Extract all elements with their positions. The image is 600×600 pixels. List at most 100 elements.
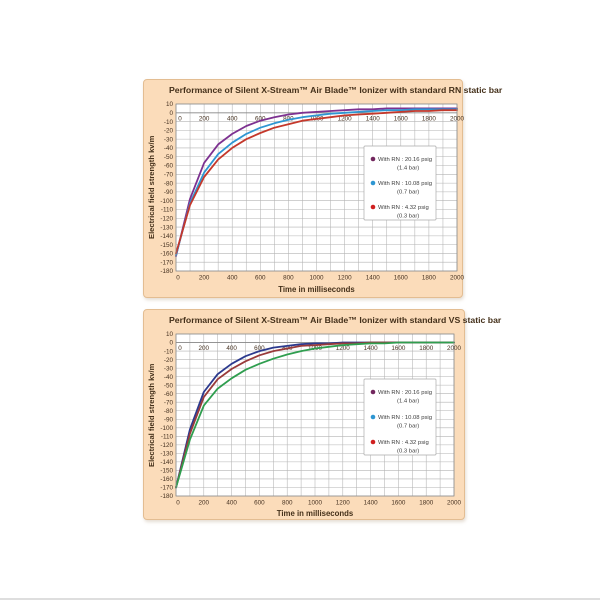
svg-text:-30: -30 <box>164 365 174 372</box>
series-line-2 <box>175 109 458 255</box>
svg-text:1400: 1400 <box>366 115 381 122</box>
svg-text:1200: 1200 <box>338 115 353 122</box>
svg-text:600: 600 <box>255 115 266 122</box>
svg-text:-160: -160 <box>160 476 173 483</box>
svg-text:-110: -110 <box>161 434 174 441</box>
legend-label-line2: (1.4 bar) <box>397 399 419 405</box>
plot-border <box>175 103 458 272</box>
y-tick-labels: 100-10-20-30-40-50-60-70-80-90-100-110-1… <box>160 101 173 275</box>
chart-title: Performance of Silent X-Stream™ Air Blad… <box>169 85 503 95</box>
svg-text:-130: -130 <box>160 451 173 458</box>
svg-text:1600: 1600 <box>394 115 409 122</box>
chart-title: Performance of Silent X-Stream™ Air Blad… <box>169 315 502 325</box>
svg-text:-20: -20 <box>164 357 174 364</box>
svg-text:-60: -60 <box>164 163 174 170</box>
svg-text:1000: 1000 <box>308 500 323 507</box>
series-line-2 <box>175 341 455 489</box>
svg-text:-40: -40 <box>164 374 174 381</box>
legend-label-line1: With RN : 4.32 psig <box>378 440 429 446</box>
svg-text:2000: 2000 <box>447 500 462 507</box>
svg-text:-30: -30 <box>164 136 174 143</box>
svg-text:1600: 1600 <box>394 275 409 282</box>
svg-text:1200: 1200 <box>336 500 351 507</box>
svg-text:200: 200 <box>199 275 210 282</box>
svg-text:-80: -80 <box>164 408 174 415</box>
legend-box <box>363 378 437 456</box>
svg-text:1600: 1600 <box>391 500 406 507</box>
svg-text:600: 600 <box>254 345 265 352</box>
svg-text:-140: -140 <box>160 233 173 240</box>
legend-marker <box>370 389 376 395</box>
svg-text:800: 800 <box>282 500 293 507</box>
x-tick-labels-below-plot: 0 200 400 600 800 1000 1200 1400 1600 1800 2000 <box>176 275 464 282</box>
svg-text:1400: 1400 <box>364 500 379 507</box>
svg-text:400: 400 <box>226 345 237 352</box>
legend: With RN : 20.16 psig (1.4 bar) With RN : 1… <box>363 145 437 221</box>
x-axis-title: Time in milliseconds <box>276 509 354 518</box>
svg-text:1600: 1600 <box>391 345 406 352</box>
svg-text:0: 0 <box>169 110 173 117</box>
svg-text:-180: -180 <box>160 493 173 500</box>
legend-marker <box>370 439 376 445</box>
svg-text:-20: -20 <box>164 128 174 135</box>
svg-text:600: 600 <box>255 275 266 282</box>
legend-label-line1: With RN : 10.08 psig <box>378 181 432 187</box>
series-line-1 <box>175 108 458 257</box>
svg-text:-170: -170 <box>160 485 173 492</box>
svg-text:-100: -100 <box>160 425 173 432</box>
svg-text:-50: -50 <box>164 382 174 389</box>
svg-text:-160: -160 <box>160 251 173 258</box>
svg-text:10: 10 <box>166 331 174 338</box>
svg-text:1800: 1800 <box>419 345 434 352</box>
chart-card-rn-static-bar: Performance of Silent X-Stream™ Air Blad… <box>143 79 503 298</box>
svg-text:-180: -180 <box>160 268 173 275</box>
svg-text:200: 200 <box>199 115 210 122</box>
svg-text:-80: -80 <box>164 180 174 187</box>
svg-text:1200: 1200 <box>338 275 353 282</box>
legend-label-line2: (0.3 bar) <box>397 449 419 455</box>
svg-text:-100: -100 <box>160 198 173 205</box>
svg-text:-110: -110 <box>161 207 174 214</box>
legend-box <box>363 145 437 221</box>
legend-marker <box>370 204 376 210</box>
svg-text:-170: -170 <box>160 259 173 266</box>
svg-text:-10: -10 <box>164 119 174 126</box>
svg-text:-70: -70 <box>164 399 174 406</box>
svg-text:1800: 1800 <box>422 115 437 122</box>
svg-text:2000: 2000 <box>450 275 464 282</box>
legend-label-line1: With RN : 20.16 psig <box>378 157 432 163</box>
y-tick-labels: 100-10-20-30-40-50-60-70-80-90-100-110-1… <box>160 331 173 500</box>
svg-text:-150: -150 <box>160 468 173 475</box>
svg-text:0: 0 <box>169 340 173 347</box>
legend-label-line1: With RN : 4.32 psig <box>378 205 429 211</box>
legend-label-line1: With RN : 20.16 psig <box>378 390 432 396</box>
svg-text:200: 200 <box>199 345 210 352</box>
svg-text:-90: -90 <box>164 416 174 423</box>
svg-text:200: 200 <box>199 500 210 507</box>
svg-text:-50: -50 <box>164 154 174 161</box>
svg-text:10: 10 <box>166 101 174 108</box>
plot-area-rn: 100-10-20-30-40-50-60-70-80-90-100-110-1… <box>160 101 464 282</box>
svg-text:-90: -90 <box>164 189 174 196</box>
svg-text:0: 0 <box>176 500 180 507</box>
bottom-divider <box>0 598 600 600</box>
x-tick-labels-below-plot: 0 200 400 600 800 1000 1200 1400 1600 1800 2000 <box>176 500 461 507</box>
svg-text:0: 0 <box>178 345 182 352</box>
legend-marker <box>370 180 376 186</box>
svg-text:400: 400 <box>226 500 237 507</box>
svg-text:600: 600 <box>254 500 265 507</box>
legend-label-line2: (1.4 bar) <box>397 166 419 172</box>
svg-text:1800: 1800 <box>419 500 434 507</box>
legend-marker <box>370 156 376 162</box>
chart-card-vs-static-bar: Performance of Silent X-Stream™ Air Blad… <box>143 309 502 520</box>
svg-text:-120: -120 <box>160 442 173 449</box>
plot-area-vs: 100-10-20-30-40-50-60-70-80-90-100-110-1… <box>160 331 461 507</box>
svg-text:0: 0 <box>178 115 182 122</box>
series-line-0 <box>175 107 458 257</box>
svg-text:-60: -60 <box>164 391 174 398</box>
svg-text:1400: 1400 <box>366 275 381 282</box>
plot-border <box>175 333 455 497</box>
svg-text:400: 400 <box>227 275 238 282</box>
svg-text:400: 400 <box>227 115 238 122</box>
